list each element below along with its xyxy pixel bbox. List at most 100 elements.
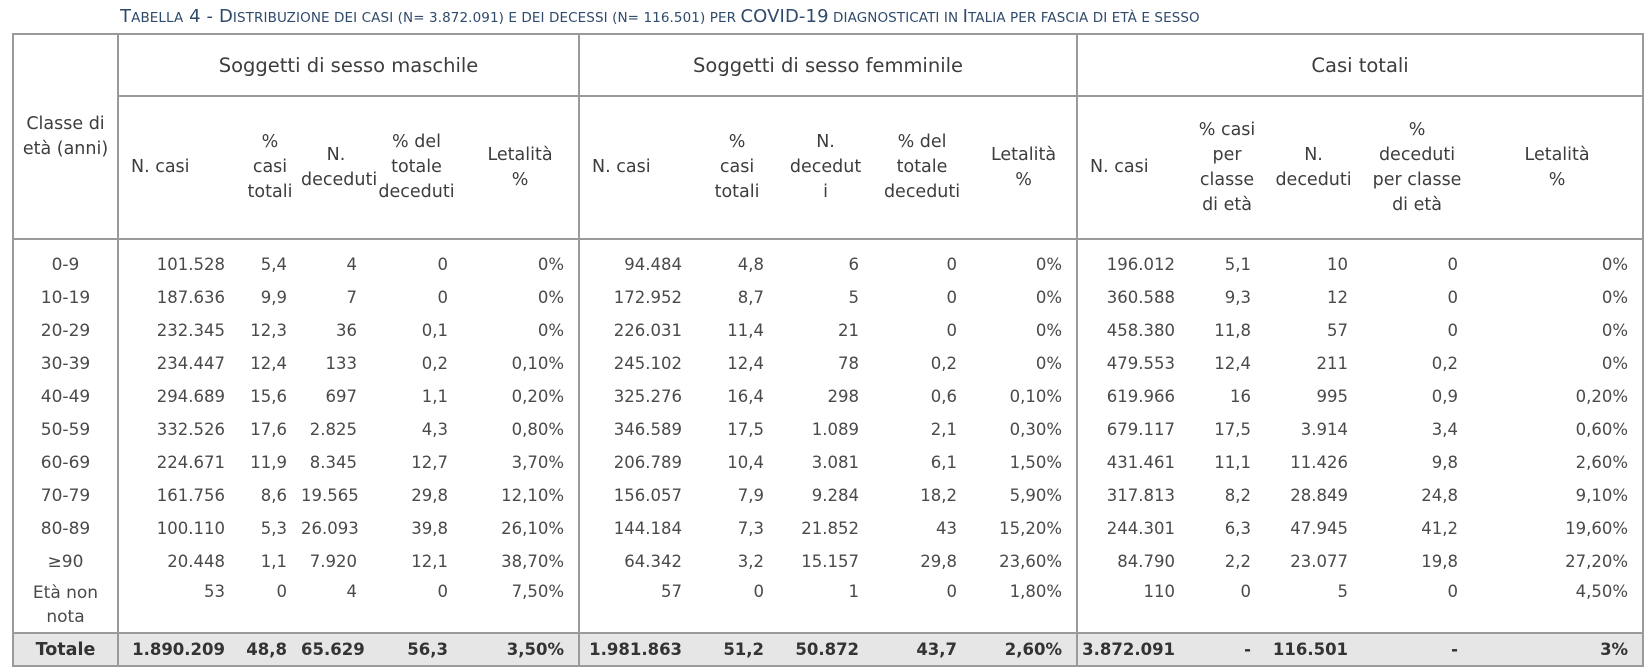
column-header-total-1: N. casi [1077,96,1190,240]
value-cell: 15.157 [801,552,860,571]
value-cell: 21.852 [801,519,860,538]
value-cell: 16,4 [727,387,765,406]
table-row: 20-29 232.345 12,3 36 0,1 0% 226.031 11,4 21 0 0% 4… [12,314,1645,347]
value-cell: 15,6 [250,387,287,406]
value-cell: 0 [946,255,958,274]
value-cell: 8,2 [1224,486,1252,505]
value-cell: 234.447 [156,354,225,373]
age-class-cell: 30-39 [12,347,119,380]
value-cell: 4,3 [421,420,448,439]
value-cell: 28.849 [1290,486,1349,505]
value-cell: 133 [325,354,358,373]
value-cell: 0 [1447,321,1459,340]
value-cell: 11,8 [1214,321,1252,340]
value-cell: 0 [1447,255,1459,274]
caption-number: 4 - D [189,6,233,27]
value-cell: 6,3 [1224,519,1252,538]
value-cell: 479.553 [1106,354,1176,373]
value-cell: 0% [462,314,581,347]
value-cell: 12,10% [462,479,581,512]
value-cell: 47.945 [1290,519,1349,538]
value-cell: 43,7 [873,632,972,667]
value-cell: 8.345 [309,453,357,472]
value-cell: 2,1 [930,420,958,439]
age-class-cell: 50-59 [12,413,119,446]
value-cell: 3,4 [1431,420,1459,439]
table-caption: TABELLA 4 - DISTRIBUZIONE DEI CASI (N= 3… [120,6,1200,27]
age-class-cell: 70-79 [12,479,119,512]
value-cell: 0,60% [1472,413,1645,446]
value-cell: 0 [1447,582,1459,601]
value-cell: 244.301 [1106,519,1176,538]
value-cell: 317.813 [1106,486,1176,505]
value-cell: 57 [661,582,683,601]
caption-part3: DIAGNOSTICATI IN [828,10,963,26]
value-cell: 0,2 [930,354,958,373]
value-cell: 43 [936,519,958,538]
value-cell: 36 [336,321,357,340]
value-cell: 3% [1472,632,1645,667]
age-class-cell: 60-69 [12,446,119,479]
value-cell: 161.756 [156,486,225,505]
value-cell: 50.872 [778,632,874,667]
table-body: 0-9 101.528 5,4 4 0 0% 94.484 4,8 6 0 0% 196.012 5,1… [12,239,1645,667]
column-header-row: N. casi% casi totali N. deceduti% del tot… [13,96,1645,240]
value-cell: 5 [1337,582,1349,601]
value-cell: 29,8 [920,552,958,571]
value-cell: 5,90% [971,479,1079,512]
table-row: ≥90 20.448 1,1 7.920 12,1 38,70% 64.342 3,2 15.1… [12,545,1645,578]
value-cell: 679.117 [1106,420,1176,439]
column-header-female-2: % casi totali [696,96,779,240]
column-header-female-1: N. casi [579,96,697,240]
value-cell: 196.012 [1106,255,1176,274]
column-header-male-3: N. deceduti [301,96,377,240]
value-cell: 78 [838,354,860,373]
value-cell: 0 [1447,288,1459,307]
value-cell: 110 [1143,582,1176,601]
value-cell: 298 [827,387,860,406]
column-header-total-2: % casi per classe di età [1189,96,1266,240]
value-cell: 94.484 [624,255,683,274]
value-cell: 57 [1327,321,1349,340]
group-header-female: Soggetti di sesso femminile [579,33,1079,97]
age-class-cell: 80-89 [12,512,119,545]
value-cell: 0% [462,239,581,281]
value-cell: 0,9 [1431,387,1459,406]
value-cell: 11,1 [1214,453,1252,472]
value-cell: 12,1 [411,552,448,571]
column-header-male-2: % casi totali [239,96,301,240]
table-row: 70-79 161.756 8,6 19.565 29,8 12,10% 156.057 7,… [12,479,1645,512]
value-cell: 15,20% [971,512,1079,545]
value-cell: 0,1 [421,321,448,340]
value-cell: 9,10% [1472,479,1645,512]
value-cell: 116.501 [1265,632,1363,667]
table-row: 50-59 332.526 17,6 2.825 4,3 0,80% 346.589 17,5… [12,413,1645,446]
value-cell: 26.093 [301,519,359,538]
column-header-male-1: N. casi [118,96,239,240]
value-cell: 17,6 [250,420,287,439]
value-cell: 8,7 [737,288,765,307]
value-cell: 5,4 [260,255,287,274]
value-cell: 12,7 [411,453,448,472]
value-cell: 206.789 [613,453,683,472]
value-cell: 1 [848,582,860,601]
group-header-male: Soggetti di sesso maschile [118,33,581,97]
value-cell: 11,4 [727,321,765,340]
value-cell: 20.448 [167,552,225,571]
value-cell: 995 [1316,387,1349,406]
caption-part2: ISTRIBUZIONE DEI CASI (N= 3.872.091) E D… [232,10,741,26]
value-cell: 24,8 [1421,486,1459,505]
caption-t: T [120,6,132,27]
value-cell: 6 [848,255,860,274]
value-cell: 11.426 [1290,453,1349,472]
value-cell: 0% [1472,347,1645,380]
value-cell: 16 [1230,387,1252,406]
value-cell: 0 [753,582,765,601]
value-cell: 224.671 [156,453,225,472]
value-cell: 0 [946,321,958,340]
value-cell: 23.077 [1290,552,1349,571]
value-cell: 0 [437,582,449,601]
value-cell: 12,4 [1214,354,1252,373]
caption-i: I [962,6,968,27]
value-cell: 19,60% [1472,512,1645,545]
